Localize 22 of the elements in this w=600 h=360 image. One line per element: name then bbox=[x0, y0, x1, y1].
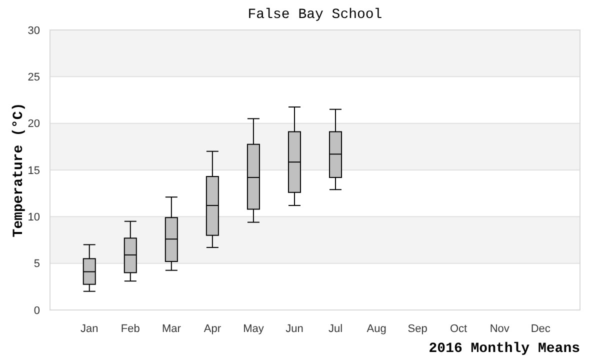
y-tick-label: 15 bbox=[28, 164, 40, 177]
x-tick-label: Sep bbox=[408, 322, 428, 335]
y-axis-title: Temperature (°C) bbox=[11, 102, 27, 238]
y-tick-label: 10 bbox=[28, 212, 40, 224]
x-tick-label: Jun bbox=[286, 322, 304, 335]
y-tick-label: 20 bbox=[28, 118, 40, 130]
y-tick-label: 0 bbox=[34, 304, 40, 317]
chart-title: False Bay School bbox=[248, 7, 382, 23]
x-tick-label: May bbox=[243, 322, 264, 335]
x-tick-label: Aug bbox=[366, 322, 386, 335]
x-tick-label: Oct bbox=[450, 322, 468, 335]
y-tick-label: 25 bbox=[28, 72, 40, 84]
x-axis-title: 2016 Monthly Means bbox=[428, 341, 580, 357]
x-tick-label: Feb bbox=[120, 322, 140, 335]
x-tick-label: Dec bbox=[530, 322, 551, 335]
y-tick-label: 30 bbox=[28, 24, 40, 37]
y-tick-label: 5 bbox=[34, 258, 40, 270]
x-tick-label: Jul bbox=[328, 322, 343, 335]
x-tick-label: Mar bbox=[162, 322, 182, 335]
x-tick-label: Jan bbox=[80, 322, 98, 335]
x-tick-label: Nov bbox=[490, 322, 510, 335]
x-tick-label: Apr bbox=[204, 322, 222, 335]
